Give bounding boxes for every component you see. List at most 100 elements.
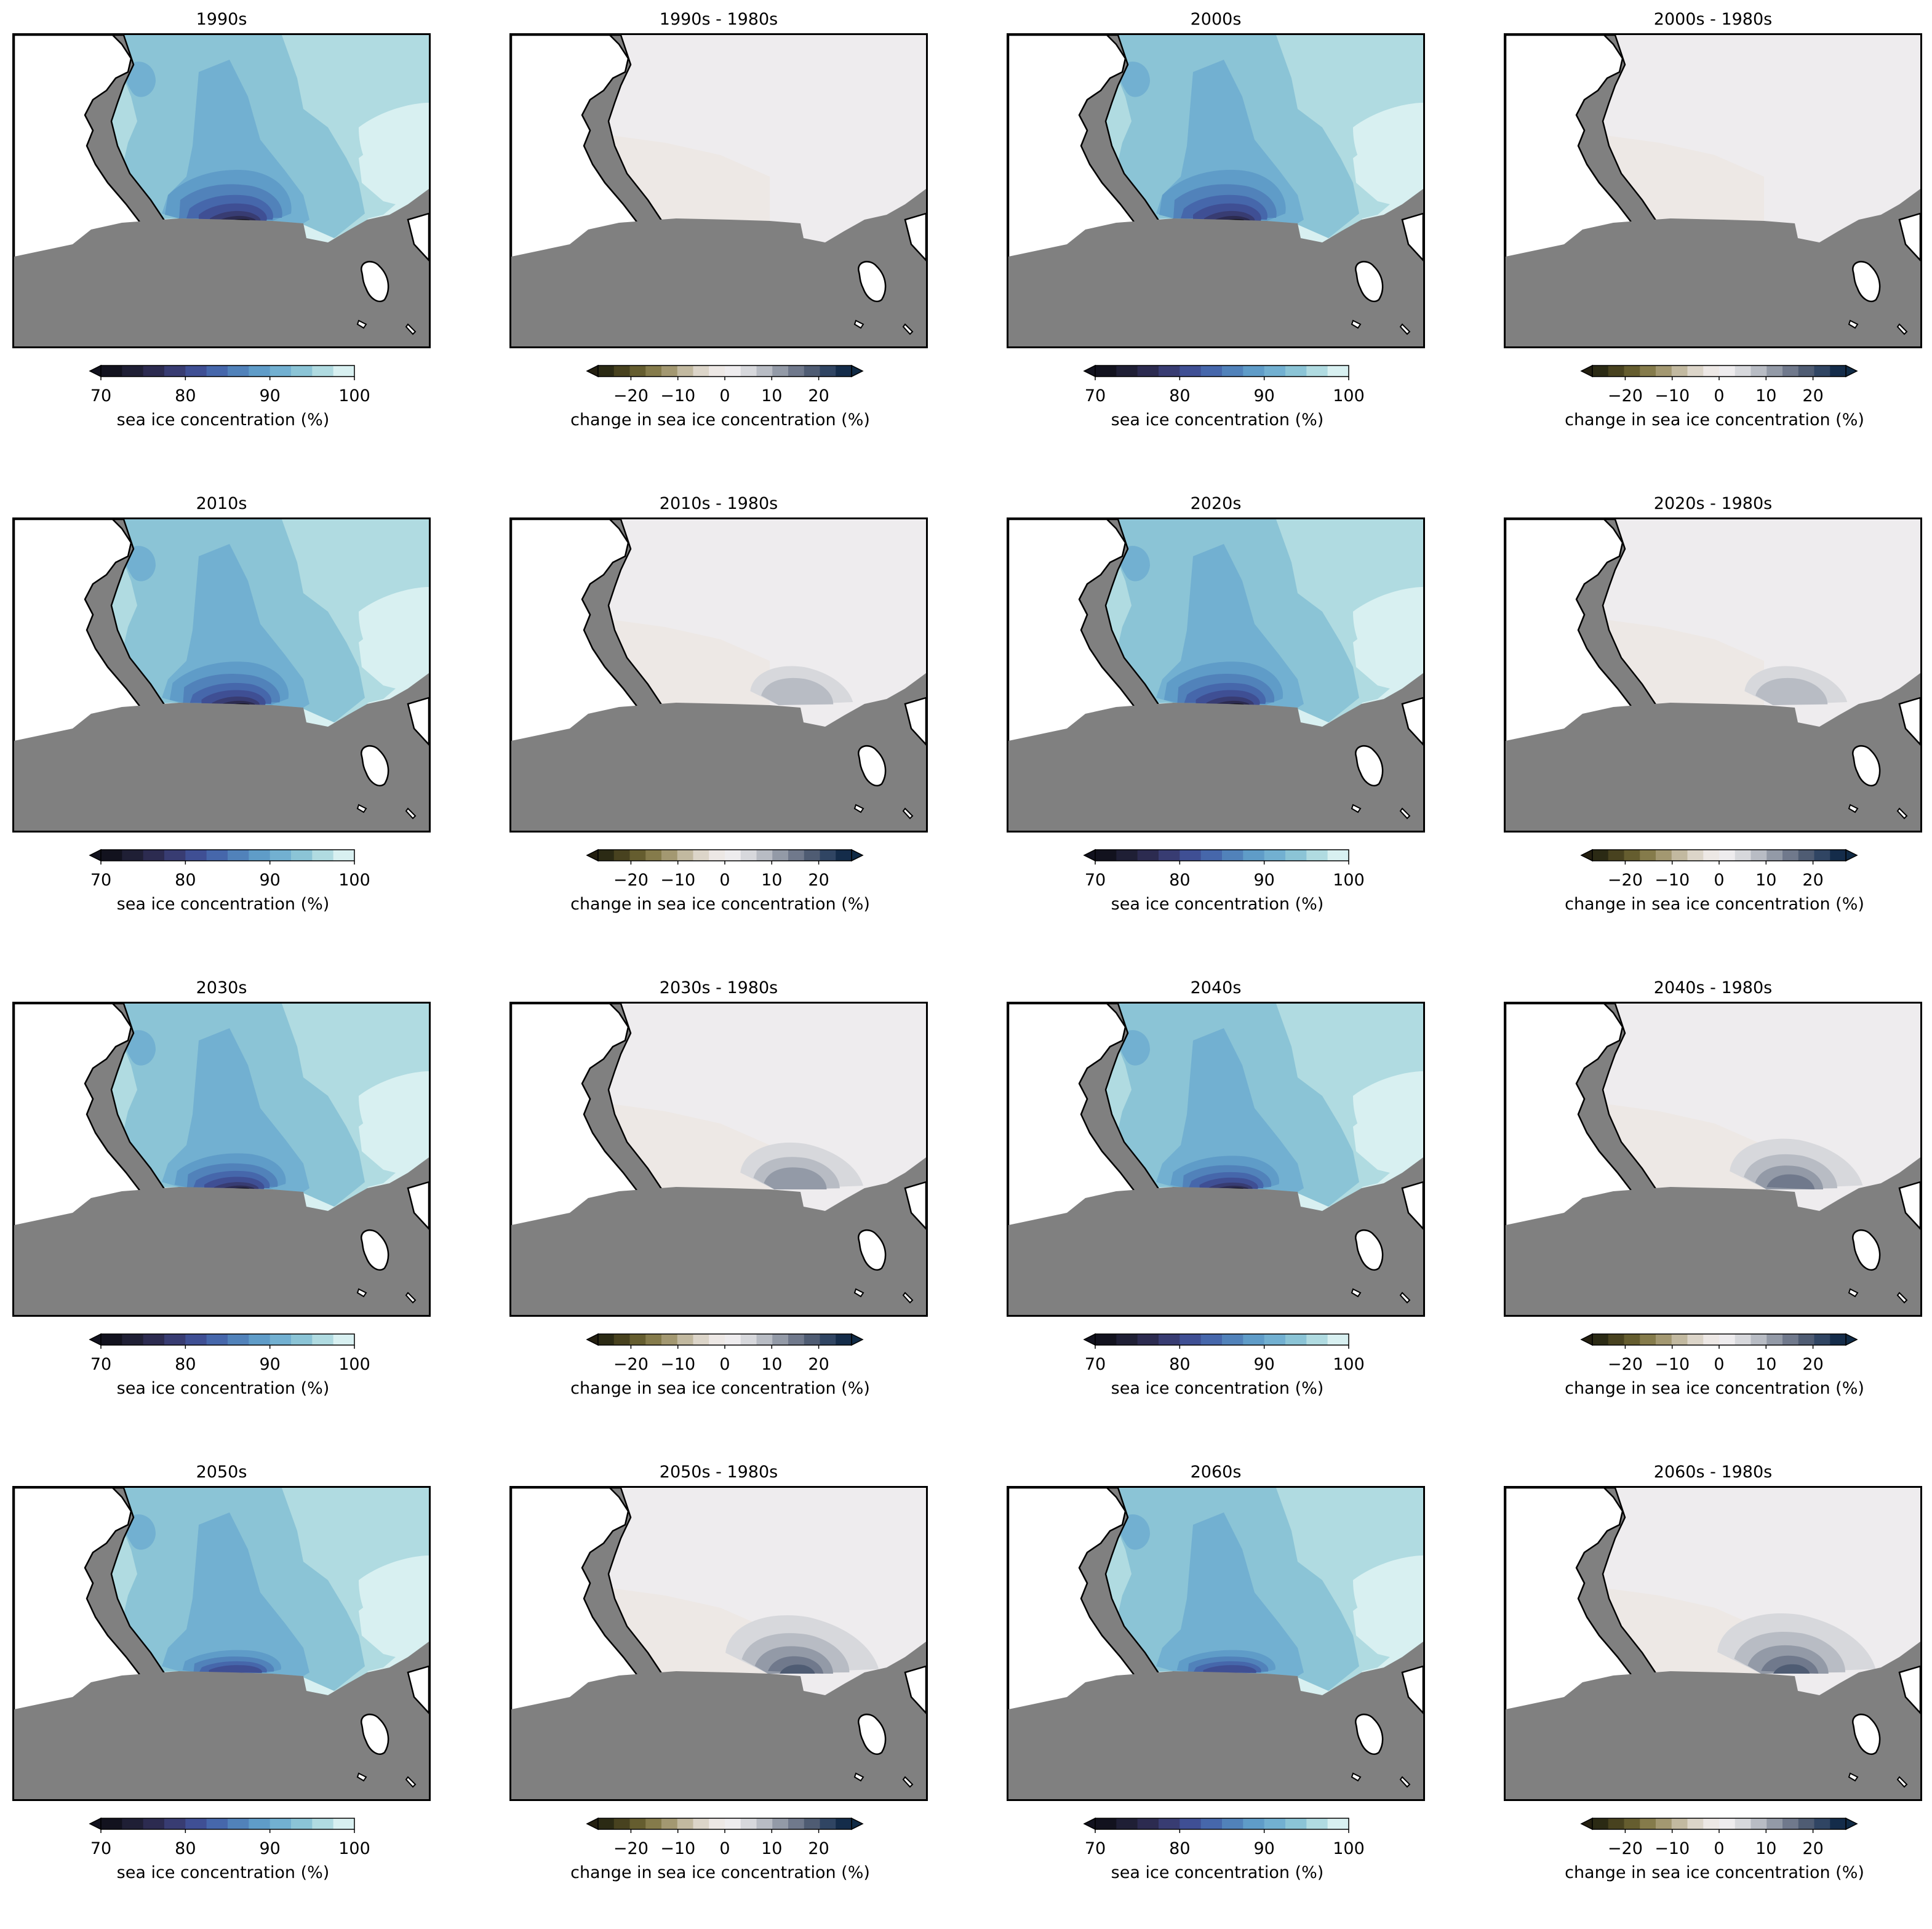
colorbar-swatch	[1306, 850, 1328, 861]
colorbar-swatch	[788, 1334, 805, 1345]
colorbar-swatch	[1719, 850, 1736, 861]
map	[511, 519, 926, 831]
colorbar-extend-low	[1083, 849, 1096, 862]
colorbar: 70 80 90 100 sea ice concentration (%)	[86, 1817, 370, 1882]
colorbar-tick-label: −10	[660, 1839, 696, 1858]
colorbar-swatch	[1656, 1818, 1672, 1829]
panel-title: 2040s	[1190, 978, 1242, 997]
colorbar: −20 −10 0 10 20 change in sea ice concentrat…	[1565, 1333, 1864, 1398]
colorbar-extend-high	[851, 1333, 864, 1346]
map	[14, 35, 429, 346]
colorbar-tick-label: 100	[338, 1839, 370, 1858]
colorbar: 70 80 90 100 sea ice concentration (%)	[1080, 1817, 1365, 1882]
colorbar-swatch	[1327, 365, 1349, 377]
colorbar-swatch	[333, 1818, 355, 1829]
colorbar-swatch	[788, 1818, 805, 1829]
antarctic-land	[14, 673, 429, 831]
colorbar-swatch	[269, 365, 292, 377]
colorbar-tick-label: 20	[1802, 871, 1824, 890]
colorbar-swatch	[772, 1334, 789, 1345]
colorbar-swatch	[1640, 1334, 1656, 1345]
map-frame	[1504, 1002, 1922, 1317]
colorbar-swatch	[1766, 850, 1783, 861]
colorbar-swatch	[1640, 850, 1656, 861]
antarctic-land	[511, 1642, 926, 1799]
small-island	[1399, 1292, 1411, 1304]
colorbar-gradient	[1083, 1333, 1349, 1349]
colorbar-tick-label: −20	[1607, 1355, 1643, 1374]
colorbar-swatch	[1830, 850, 1846, 861]
colorbar-swatch	[1243, 1334, 1265, 1345]
colorbar-swatch	[101, 1818, 122, 1829]
map-panel-2000s: 2000s 70 80 90 100 sea ice concentration (%…	[1007, 9, 1425, 476]
colorbar-swatch	[1671, 850, 1688, 861]
colorbar-swatch	[1306, 1818, 1328, 1829]
colorbar-swatch	[291, 1334, 313, 1345]
small-island	[1848, 804, 1859, 813]
colorbar-swatch	[756, 850, 773, 861]
map	[511, 35, 926, 346]
colorbar-tick-label: 20	[808, 1839, 829, 1858]
colorbar-gradient	[1580, 1333, 1858, 1349]
colorbar-swatch	[772, 1818, 789, 1829]
colorbar-swatch	[756, 1818, 773, 1829]
colorbar-swatch	[836, 1818, 852, 1829]
anomaly-contour	[1773, 1664, 1810, 1674]
east-coastline	[1898, 1181, 1920, 1230]
colorbar-swatch	[613, 365, 630, 377]
colorbar-tick-label: −10	[660, 871, 696, 890]
colorbar-swatch	[1782, 1818, 1799, 1829]
antarctic-land	[1506, 1642, 1920, 1799]
colorbar: 70 80 90 100 sea ice concentration (%)	[86, 364, 370, 429]
colorbar-tick-label: 10	[1755, 1839, 1777, 1858]
colorbar-label: sea ice concentration (%)	[1111, 895, 1324, 914]
colorbar: −20 −10 0 10 20 change in sea ice concentrat…	[570, 849, 870, 914]
colorbar-swatch	[645, 1334, 662, 1345]
small-island	[853, 1288, 864, 1298]
colorbar-tick-label: 100	[1333, 871, 1365, 890]
small-island	[902, 323, 914, 335]
map-panel-2000s-1980s: 2000s - 1980s −20 −10 0 10 20 change in sea …	[1504, 9, 1922, 476]
east-coastline	[407, 1181, 429, 1230]
colorbar-extend-high	[1845, 1333, 1858, 1346]
colorbar-swatch	[709, 1818, 725, 1829]
colorbar-swatch	[709, 365, 725, 377]
colorbar-tick-label: 80	[1169, 386, 1191, 405]
colorbar-swatch	[1285, 850, 1307, 861]
colorbar-label: sea ice concentration (%)	[1111, 410, 1324, 429]
ice-contour	[125, 1028, 309, 1192]
map-panel-2040s: 2040s 70 80 90 100 sea ice concentration (%…	[1007, 977, 1425, 1445]
antarctic-land	[511, 673, 926, 831]
colorbar-swatch	[1782, 365, 1799, 377]
colorbar-swatch	[269, 1334, 292, 1345]
colorbar-swatch	[1814, 365, 1830, 377]
small-island	[1896, 1292, 1908, 1304]
colorbar: −20 −10 0 10 20 change in sea ice concentrat…	[1565, 1817, 1864, 1882]
colorbar-swatch	[143, 1334, 165, 1345]
colorbar-outline	[1095, 1818, 1349, 1830]
colorbar-swatch	[1656, 850, 1672, 861]
map-frame	[1504, 33, 1922, 348]
colorbar-swatch	[206, 1818, 228, 1829]
colorbar-outline	[100, 849, 355, 861]
colorbar-swatch	[1116, 365, 1138, 377]
colorbar-swatch	[1592, 365, 1609, 377]
colorbar-swatch	[677, 850, 693, 861]
colorbar-swatch	[143, 365, 165, 377]
colorbar-gradient	[586, 364, 864, 380]
colorbar-swatch	[661, 365, 678, 377]
colorbar-tick-label: 80	[1169, 1355, 1191, 1374]
colorbar-swatch	[1200, 1334, 1223, 1345]
small-island	[853, 1772, 864, 1782]
colorbar: −20 −10 0 10 20 change in sea ice concentrat…	[1565, 364, 1864, 429]
colorbar-tick-label: 100	[338, 386, 370, 405]
map-panel-2020s-1980s: 2020s - 1980s −20 −10 0 10 20 change in sea …	[1504, 493, 1922, 961]
colorbar-swatch	[1687, 850, 1704, 861]
ice-contour	[1119, 1028, 1304, 1192]
colorbar-swatch	[1095, 850, 1117, 861]
map-panel-2030s: 2030s 70 80 90 100 sea ice concentration (%…	[12, 977, 431, 1445]
colorbar-swatch	[1814, 850, 1830, 861]
colorbar-swatch	[1137, 850, 1159, 861]
colorbar-tick-label: 80	[1169, 871, 1191, 890]
east-coastline	[1898, 1665, 1920, 1714]
